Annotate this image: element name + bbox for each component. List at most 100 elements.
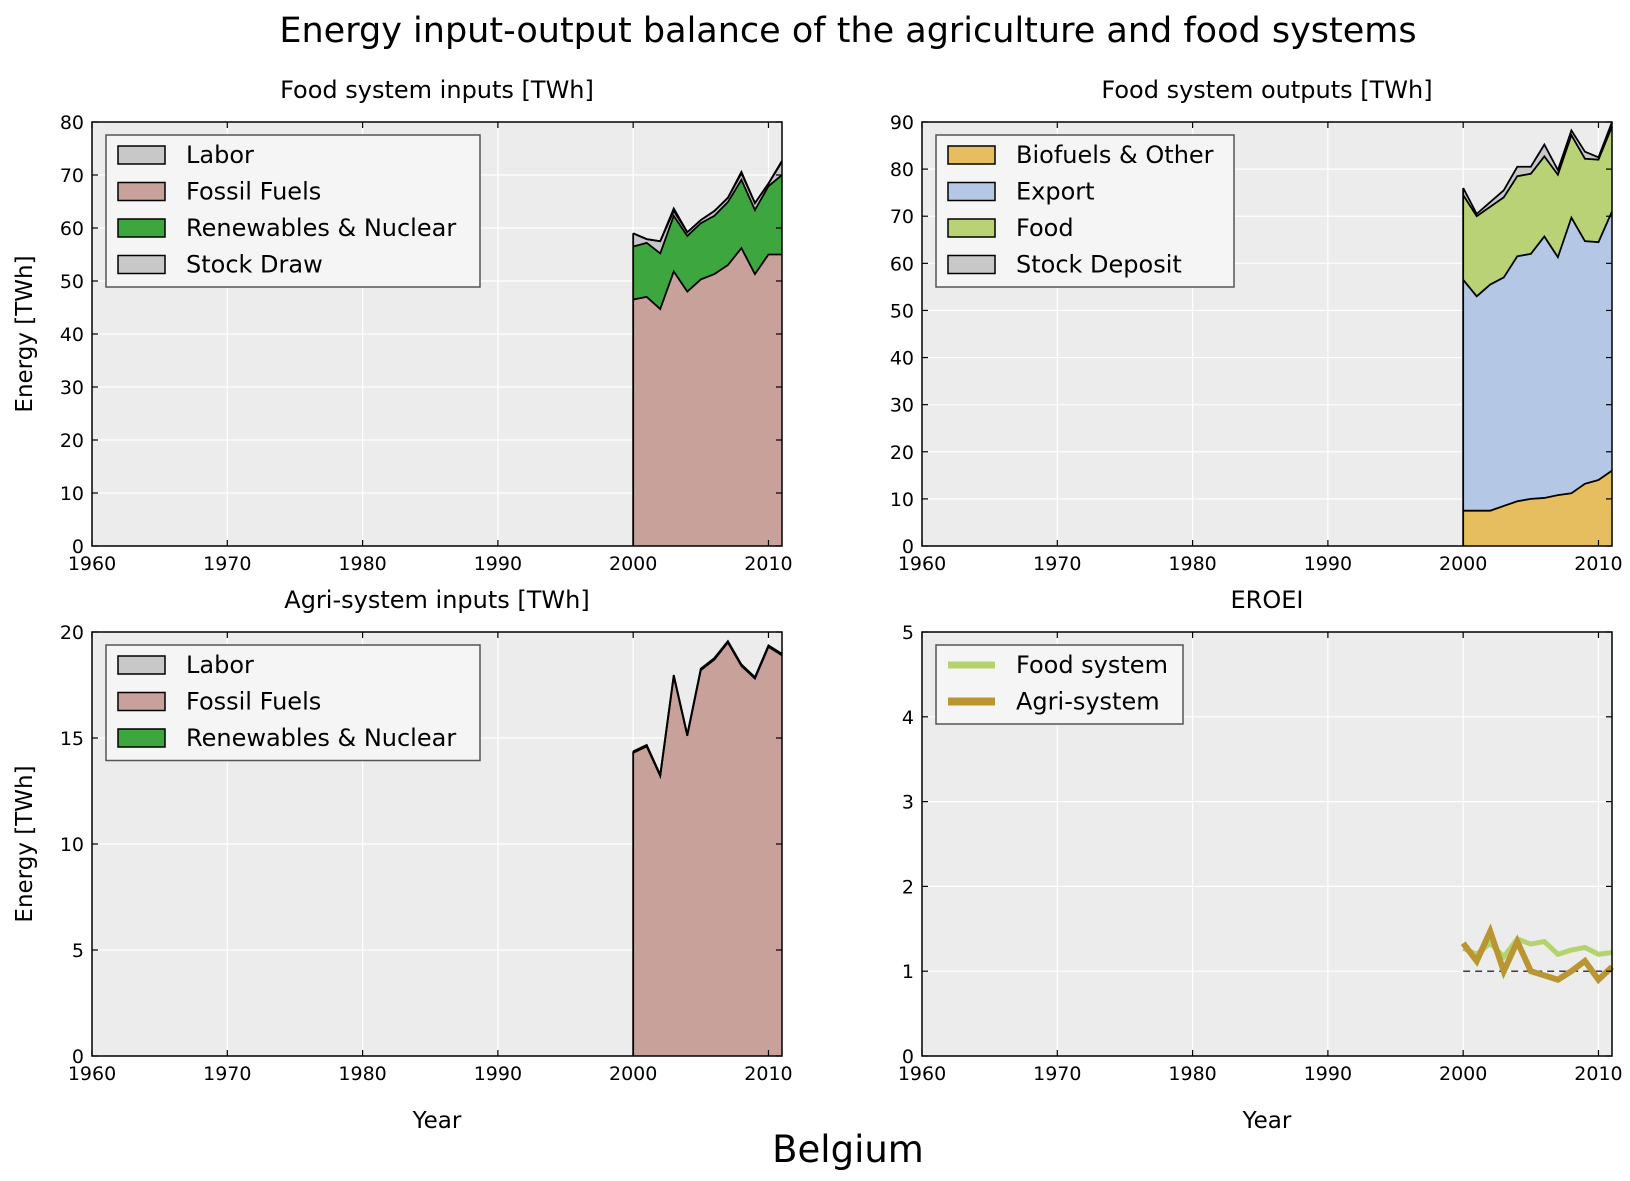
y-tick-label: 3 [902,792,914,814]
y-tick-label: 0 [902,536,914,558]
area-renewables-nuclear [633,175,782,310]
x-tick-label: 1970 [203,1063,251,1085]
y-tick-label: 20 [60,622,84,644]
legend-label: Agri-system [1016,688,1160,716]
legend-box [935,644,1184,725]
y-tick-label: 30 [60,377,84,399]
y-tick-label: 60 [60,218,84,240]
y-tick-label: 10 [890,489,914,511]
area-edge-stock-deposit [1462,121,1613,216]
area-edge-fossil-fuels [633,246,782,311]
area-fossil-fuels [633,248,782,546]
legend-swatch [947,254,996,275]
y-tick-label: 40 [60,324,84,346]
y-tick-label: 5 [72,940,84,962]
legend-swatch [117,181,166,202]
area-food [1463,126,1612,297]
area-labor [633,161,782,254]
x-tick-label: 1960 [898,553,946,575]
x-axis-label: Year [1242,1108,1292,1134]
legend-swatch [947,218,996,238]
legend-label: Stock Draw [186,251,323,279]
area-edge-food [1462,126,1613,218]
legend-swatch [117,145,166,165]
x-tick-label: 1980 [338,1063,386,1085]
x-tick-label: 1960 [68,553,116,575]
legend-label: Food system [1016,651,1168,679]
y-tick-label: 10 [60,483,84,505]
y-tick-label: 60 [890,253,914,275]
x-tick-label: 1990 [474,553,522,575]
y-tick-label: 40 [890,348,914,370]
y-tick-label: 70 [890,206,914,228]
y-tick-label: 50 [60,271,84,293]
legend-label: Fossil Fuels [186,688,321,716]
x-tick-label: 1960 [898,1063,946,1085]
legend-label: Labor [186,141,254,169]
legend-swatch [117,218,166,238]
y-tick-label: 50 [890,300,914,322]
y-tick-label: 90 [890,112,914,134]
y-tick-label: 70 [60,165,84,187]
y-tick-label: 20 [60,430,84,452]
x-axis-label: Year [412,1108,462,1134]
x-tick-label: 2010 [744,1063,792,1085]
panel-title: Food system outputs [TWh] [1101,76,1432,104]
x-tick-label: 2010 [1574,1063,1622,1085]
y-axis-label: Energy [TWh] [12,765,38,922]
y-tick-label: 80 [890,159,914,181]
area-edge-renewables-nuclear [632,174,783,255]
area-biofuels-other [1463,470,1612,546]
legend-label: Biofuels & Other [1016,141,1214,169]
area-edge-labor [632,639,783,778]
line-agri-system [1460,923,1615,985]
legend-swatch [117,655,166,675]
panel-food-inputs: 1960 1970 1980 1990 2000 2010 0 10 20 30 40 50 60 70 8… [12,76,793,575]
panel-food-outputs: 1960 1970 1980 1990 2000 2010 0 10 20 30 40 50 60 70 8… [890,76,1623,575]
legend-label: Fossil Fuels [186,178,321,206]
x-tick-label: 1990 [1304,1063,1352,1085]
y-tick-label: 10 [60,834,84,856]
x-tick-label: 1960 [68,1063,116,1085]
panel-eroei: 1960 1970 1980 1990 2000 2010 0 1 2 3 4 5 EROEI Year F… [898,586,1623,1134]
y-tick-label: 80 [60,112,84,134]
legend-box [105,644,481,762]
panel-title: EROEI [1231,586,1304,614]
axes-frame [921,631,1613,1057]
x-tick-label: 1970 [1033,1063,1081,1085]
x-tick-label: 2010 [744,553,792,575]
line-food-system [1462,935,1613,961]
figure-title: Energy input-output balance of the agric… [279,11,1416,51]
area-edge-biofuels-other [1463,469,1613,512]
legend-swatch [947,181,996,202]
x-tick-label: 1970 [203,553,251,575]
y-tick-label: 2 [902,876,914,898]
y-tick-label: 1 [902,961,914,983]
panel-title: Food system inputs [TWh] [280,76,594,104]
y-tick-label: 4 [902,707,914,729]
area-fossil-fuels [633,642,782,1056]
y-tick-label: 5 [902,622,914,644]
legend-label: Labor [186,651,254,679]
x-tick-label: 2000 [1439,553,1487,575]
legend-swatch [117,691,166,712]
y-tick-label: 30 [890,395,914,417]
x-tick-label: 2000 [1439,1063,1487,1085]
x-tick-label: 1980 [338,553,386,575]
x-tick-label: 2000 [609,1063,657,1085]
legend-label: Export [1016,178,1095,206]
legend-swatch [117,728,166,748]
legend-label: Renewables & Nuclear [186,214,456,242]
panel-title: Agri-system inputs [TWh] [284,586,589,614]
legend-swatch [947,145,996,165]
y-axis-label: Energy [TWh] [12,255,38,412]
y-tick-label: 15 [60,728,84,750]
x-tick-label: 1980 [1168,553,1216,575]
country-label: Belgium [772,1128,924,1171]
x-tick-label: 1990 [1304,553,1352,575]
x-tick-label: 1970 [1033,553,1081,575]
legend-label: Stock Deposit [1016,251,1182,279]
area-edge-stock-draw [632,160,783,243]
x-tick-label: 1990 [474,1063,522,1085]
